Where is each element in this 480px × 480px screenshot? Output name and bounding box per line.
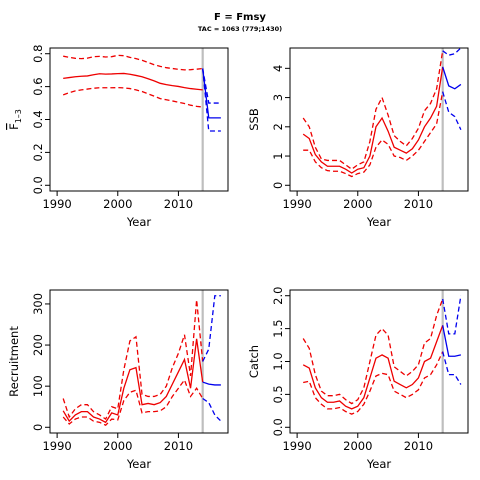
x-tick-label: 2010 [404,197,433,211]
y-tick-label: 1.5 [271,319,285,337]
forecast-estimate-line [442,66,462,90]
x-tick-label: 1990 [42,439,71,453]
historical-estimate-line [302,325,444,410]
forecast-lower-bound-line [442,351,462,385]
historical-lower-bound-line [62,86,203,108]
plot-frame [49,289,229,434]
y-tick-label: 0.8 [31,45,45,63]
forecast-upper-bound-line [442,295,462,335]
historical-estimate-line [63,72,203,91]
historical-upper-bound-line [302,50,444,171]
historical-lower-bound-line [303,351,444,415]
historical-estimate-line [62,338,204,424]
forecast-estimate-line [202,381,221,386]
y-tick-label: 0.2 [31,143,45,161]
y-tick-label: 0 [31,424,45,431]
forecast-upper-bound-line [202,68,221,104]
forecast-estimate-line [442,325,462,357]
y-tick-label: 200 [31,334,45,356]
figure-title: F = Fmsy [214,12,266,23]
forecast-upper-bound-line [442,48,462,56]
figure-subtitle: TAC = 1063 (779;1430) [198,25,282,33]
x-axis-label: Year [366,215,392,229]
historical-upper-bound-line [302,298,444,405]
panel-4: 1990 2000 2010 0.0 0.5 1.0 1.5 2.0 Year Catch [247,287,469,471]
x-tick-label: 2000 [103,439,132,453]
x-tick-label: 2000 [343,197,372,211]
panel-2: 1990 2000 2010 0 1 2 3 4 Year SSB [247,47,469,229]
x-axis-label: Year [126,215,152,229]
y-axis-label: SSB [247,108,261,131]
y-tick-label: 1.0 [271,352,285,370]
y-tick-label: 4 [271,65,285,72]
y-tick-label: 1 [271,152,285,159]
panel-3: 1990 2000 2010 0 100 200 300 Year Recruitment [7,289,229,471]
y-tick-label: 100 [31,375,45,397]
historical-lower-bound-line [303,91,444,178]
forecast-lower-bound-line [202,68,221,132]
y-axis-label: F1–3 [7,109,23,130]
historical-upper-bound-line [62,299,204,421]
y-axis-label: Catch [247,345,261,378]
y-tick-label: 2 [271,123,285,130]
x-tick-label: 2000 [343,439,372,453]
historical-lower-bound-line [62,378,204,427]
y-tick-label: 0.5 [271,385,285,403]
y-tick-label: 300 [31,293,45,315]
y-tick-label: 0.0 [31,176,45,194]
y-tick-label: 0.0 [271,418,285,436]
plot-frame [289,47,469,192]
y-axis-label-main: F [7,123,21,130]
panel-1: 1990 2000 2010 0.0 0.2 0.4 0.6 0.8 Year F1–3 [7,45,229,229]
historical-estimate-line [302,66,444,174]
plot-area [302,48,462,178]
x-tick-label: 2010 [404,439,433,453]
x-tick-label: 2010 [164,439,193,453]
plot-area [62,295,222,427]
y-tick-label: 0 [271,182,285,189]
y-axis-label: Recruitment [7,326,21,397]
plot-area [62,54,221,132]
forecast-lower-bound-line [442,91,462,131]
x-axis-label: Year [366,457,392,471]
forecast-upper-bound-line [202,295,221,362]
x-tick-label: 1990 [282,197,311,211]
forecast-lower-bound-line [202,397,222,422]
y-axis-label-subscript: 1–3 [14,109,23,123]
y-tick-label: 3 [271,94,285,101]
x-tick-label: 2010 [164,197,193,211]
x-tick-label: 1990 [42,197,71,211]
plot-area [302,295,462,415]
y-tick-label: 0.4 [31,110,45,128]
x-tick-label: 2000 [103,197,132,211]
x-tick-label: 1990 [282,439,311,453]
x-axis-label: Year [126,457,152,471]
y-tick-label: 2.0 [271,287,285,305]
y-tick-label: 0.6 [31,77,45,95]
